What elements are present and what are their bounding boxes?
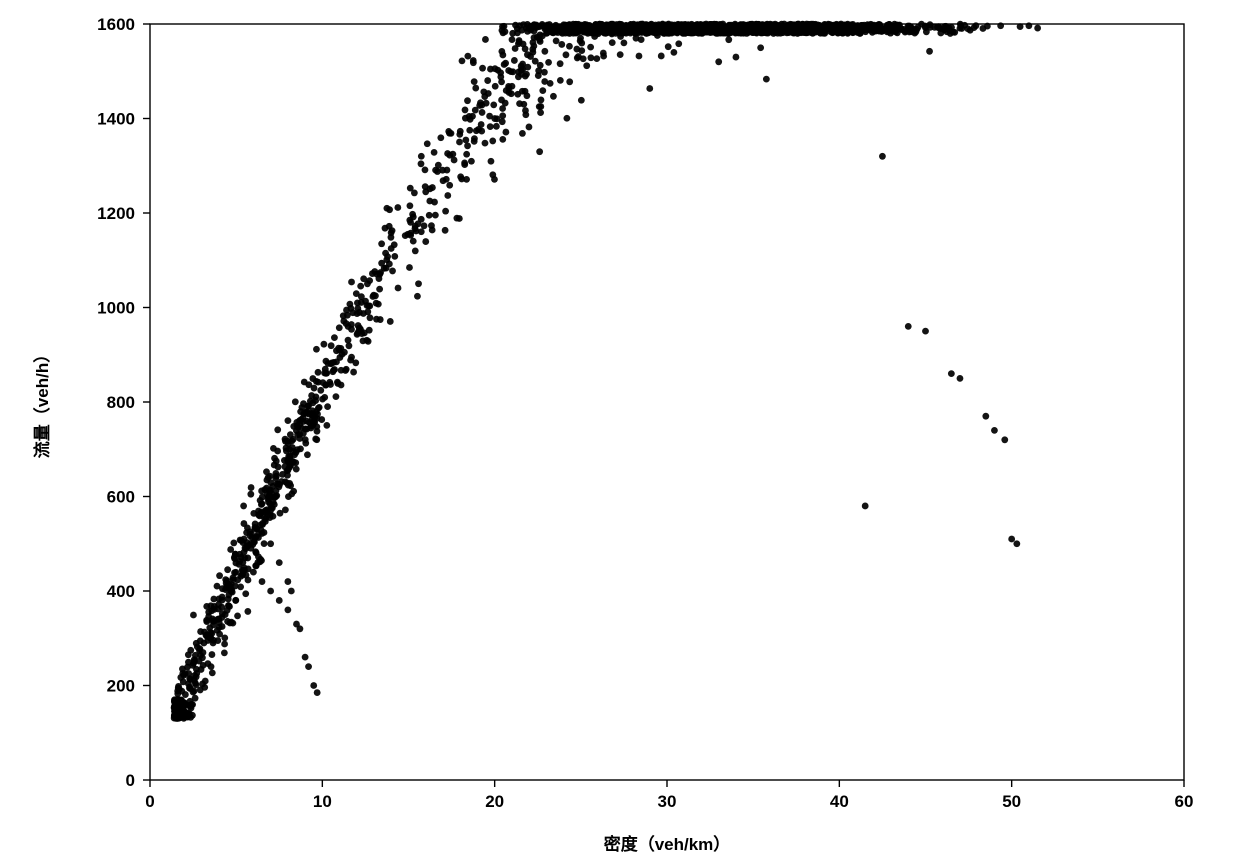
y-tick-label: 1200 [97,204,135,223]
y-tick-label: 1600 [97,15,135,34]
x-tick-label: 20 [485,792,504,811]
y-axis-label: 流量（veh/h） [32,346,52,458]
y-tick-label: 200 [107,677,135,696]
x-tick-label: 30 [658,792,677,811]
x-tick-label: 40 [830,792,849,811]
y-tick-label: 600 [107,488,135,507]
y-tick-label: 1400 [97,110,135,129]
x-tick-label: 50 [1002,792,1021,811]
scatter-chart: 0102030405060020040060080010001200140016… [0,0,1240,868]
x-axis-label: 密度（veh/km） [604,834,731,854]
chart-svg: 0102030405060020040060080010001200140016… [0,0,1240,868]
y-tick-label: 0 [126,771,135,790]
y-tick-label: 1000 [97,299,135,318]
x-tick-label: 60 [1175,792,1194,811]
y-tick-label: 800 [107,393,135,412]
y-tick-label: 400 [107,582,135,601]
x-tick-label: 10 [313,792,332,811]
x-tick-label: 0 [145,792,154,811]
